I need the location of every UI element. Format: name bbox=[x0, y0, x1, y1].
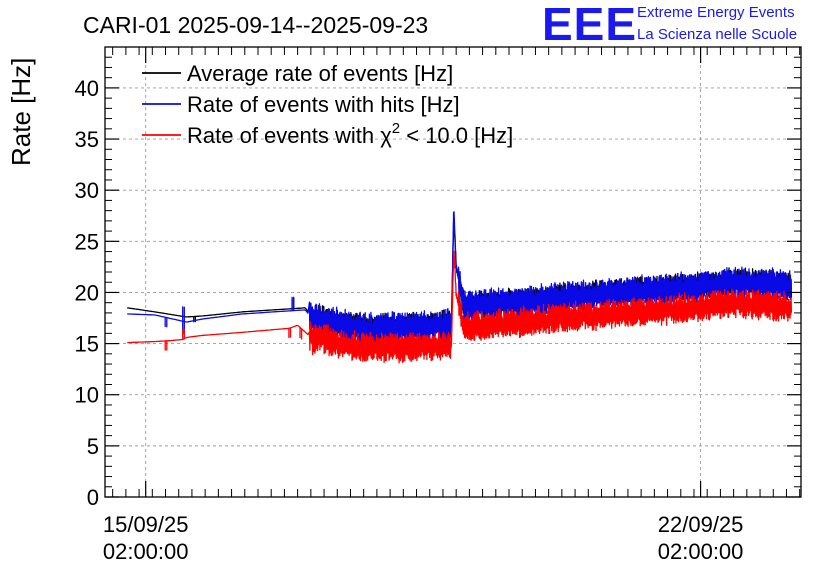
legend-label-1: Average rate of events [Hz] bbox=[187, 61, 453, 86]
series-line-2 bbox=[127, 211, 793, 345]
y-tick-label: 35 bbox=[75, 127, 99, 152]
y-axis-label: Rate [Hz] bbox=[6, 58, 36, 166]
y-tick-label: 20 bbox=[75, 280, 99, 305]
eee-logo-line2: La Scienza nelle Scuole bbox=[637, 26, 797, 43]
x-tick-date-label: 15/09/25 bbox=[103, 512, 189, 537]
legend-chi-symbol: χ bbox=[380, 123, 392, 148]
x-tick-date-label: 22/09/25 bbox=[658, 512, 744, 537]
ticks bbox=[105, 47, 801, 498]
legend-label-2: Rate of events with hits [Hz] bbox=[187, 92, 460, 117]
tick-labels: 051015202530354015/09/2502:00:0022/09/25… bbox=[75, 76, 744, 564]
y-tick-label: 25 bbox=[75, 229, 99, 254]
eee-logo-line1: Extreme Energy Events bbox=[637, 4, 795, 21]
legend-label-rest: < 10.0 [Hz] bbox=[400, 123, 513, 148]
y-tick-label: 15 bbox=[75, 332, 99, 357]
legend: Average rate of events [Hz] Rate of event… bbox=[142, 61, 513, 148]
x-tick-time-label: 02:00:00 bbox=[658, 539, 744, 564]
y-tick-label: 30 bbox=[75, 178, 99, 203]
series-layer bbox=[127, 211, 793, 364]
y-tick-label: 10 bbox=[75, 383, 99, 408]
y-tick-label: 5 bbox=[87, 434, 99, 459]
legend-superscript: 2 bbox=[392, 120, 400, 137]
eee-logo: EEE Extreme Energy Events La Scienza nel… bbox=[542, 0, 797, 50]
eee-logo-mark: EEE bbox=[542, 0, 637, 50]
series-line-3 bbox=[127, 250, 793, 364]
chart-title: CARI-01 2025-09-14--2025-09-23 bbox=[83, 12, 428, 38]
y-tick-label: 40 bbox=[75, 76, 99, 101]
legend-label-3: Rate of events with χ2 < 10.0 [Hz] bbox=[187, 120, 513, 148]
x-tick-time-label: 02:00:00 bbox=[103, 539, 189, 564]
y-tick-label: 0 bbox=[87, 485, 99, 510]
